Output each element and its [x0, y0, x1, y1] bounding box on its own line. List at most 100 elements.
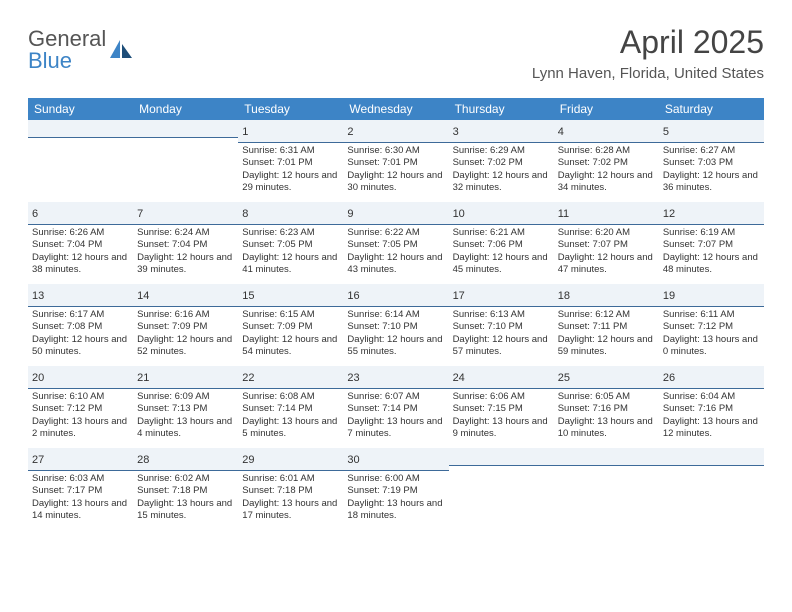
- day-details: Sunrise: 6:14 AMSunset: 7:10 PMDaylight:…: [343, 307, 448, 358]
- calendar-cell: 27Sunrise: 6:03 AMSunset: 7:17 PMDayligh…: [28, 448, 133, 530]
- location: Lynn Haven, Florida, United States: [532, 65, 764, 82]
- daylight-text: Daylight: 13 hours and 5 minutes.: [242, 416, 339, 441]
- day-details: Sunrise: 6:02 AMSunset: 7:18 PMDaylight:…: [133, 471, 238, 522]
- day-details: Sunrise: 6:00 AMSunset: 7:19 PMDaylight:…: [343, 471, 448, 522]
- sunset-text: Sunset: 7:10 PM: [453, 321, 550, 333]
- calendar-week: 13 Sunrise: 6:17 AMSunset: 7:08 PMDayligh…: [28, 284, 764, 366]
- calendar-cell: 29Sunrise: 6:01 AMSunset: 7:18 PMDayligh…: [238, 448, 343, 530]
- day-number: 16: [347, 290, 359, 302]
- day-number-row: 16: [343, 284, 448, 307]
- sunrise-text: Sunrise: 6:04 AM: [663, 391, 760, 403]
- calendar-cell: 13 Sunrise: 6:17 AMSunset: 7:08 PMDayligh…: [28, 284, 133, 366]
- day-details: Sunrise: 6:04 AMSunset: 7:16 PMDaylight:…: [659, 389, 764, 440]
- day-details: Sunrise: 6:23 AMSunset: 7:05 PMDaylight:…: [238, 225, 343, 276]
- calendar-cell: 15Sunrise: 6:15 AMSunset: 7:09 PMDayligh…: [238, 284, 343, 366]
- calendar-cell: 12 Sunrise: 6:19 AMSunset: 7:07 PMDayligh…: [659, 202, 764, 284]
- day-number: 17: [453, 290, 465, 302]
- day-details: Sunrise: 6:30 AMSunset: 7:01 PMDaylight:…: [343, 143, 448, 194]
- sunset-text: Sunset: 7:07 PM: [663, 239, 760, 251]
- day-number-row: 11: [554, 202, 659, 225]
- sunrise-text: Sunrise: 6:03 AM: [32, 473, 129, 485]
- day-number-row: 15: [238, 284, 343, 307]
- logo: General Blue: [28, 24, 134, 72]
- day-details: Sunrise: 6:10 AMSunset: 7:12 PMDaylight:…: [28, 389, 133, 440]
- daylight-text: Daylight: 13 hours and 18 minutes.: [347, 498, 444, 523]
- day-number: 26: [663, 372, 675, 384]
- day-number-row: 5: [659, 120, 764, 143]
- daylight-text: Daylight: 12 hours and 57 minutes.: [453, 334, 550, 359]
- calendar-cell: 22Sunrise: 6:08 AMSunset: 7:14 PMDayligh…: [238, 366, 343, 448]
- sunset-text: Sunset: 7:04 PM: [137, 239, 234, 251]
- daylight-text: Daylight: 12 hours and 47 minutes.: [558, 252, 655, 277]
- day-number: 23: [347, 372, 359, 384]
- daylight-text: Daylight: 12 hours and 43 minutes.: [347, 252, 444, 277]
- day-number-row: 20: [28, 366, 133, 389]
- calendar-cell: 26 Sunrise: 6:04 AMSunset: 7:16 PMDayligh…: [659, 366, 764, 448]
- calendar-cell: 3Sunrise: 6:29 AMSunset: 7:02 PMDaylight…: [449, 120, 554, 202]
- daylight-text: Daylight: 12 hours and 48 minutes.: [663, 252, 760, 277]
- calendar-cell: 28Sunrise: 6:02 AMSunset: 7:18 PMDayligh…: [133, 448, 238, 530]
- daylight-text: Daylight: 12 hours and 29 minutes.: [242, 170, 339, 195]
- sunset-text: Sunset: 7:09 PM: [242, 321, 339, 333]
- sunrise-text: Sunrise: 6:11 AM: [663, 309, 760, 321]
- sunrise-text: Sunrise: 6:21 AM: [453, 227, 550, 239]
- sunset-text: Sunset: 7:03 PM: [663, 157, 760, 169]
- day-number-row: 6: [28, 202, 133, 225]
- sunrise-text: Sunrise: 6:23 AM: [242, 227, 339, 239]
- day-number-row: 21: [133, 366, 238, 389]
- sunrise-text: Sunrise: 6:28 AM: [558, 145, 655, 157]
- day-number-row: 12: [659, 202, 764, 225]
- day-number-row: 19: [659, 284, 764, 307]
- sunrise-text: Sunrise: 6:17 AM: [32, 309, 129, 321]
- calendar-cell: 8Sunrise: 6:23 AMSunset: 7:05 PMDaylight…: [238, 202, 343, 284]
- logo-text: General Blue: [28, 28, 106, 72]
- daylight-text: Daylight: 12 hours and 39 minutes.: [137, 252, 234, 277]
- sunrise-text: Sunrise: 6:19 AM: [663, 227, 760, 239]
- day-number-row: 3: [449, 120, 554, 143]
- calendar-cell: 25 Sunrise: 6:05 AMSunset: 7:16 PMDayligh…: [554, 366, 659, 448]
- sail-icon: [108, 38, 134, 65]
- day-number: 5: [663, 126, 669, 138]
- day-details: Sunrise: 6:29 AMSunset: 7:02 PMDaylight:…: [449, 143, 554, 194]
- day-number: 4: [558, 126, 564, 138]
- day-number-row: 22: [238, 366, 343, 389]
- day-number-row: [659, 448, 764, 466]
- day-number: 13: [32, 290, 44, 302]
- month-title: April 2025: [532, 24, 764, 61]
- day-details: Sunrise: 6:11 AMSunset: 7:12 PMDaylight:…: [659, 307, 764, 358]
- day-number: 30: [347, 454, 359, 466]
- sunset-text: Sunset: 7:17 PM: [32, 485, 129, 497]
- sunrise-text: Sunrise: 6:01 AM: [242, 473, 339, 485]
- daylight-text: Daylight: 13 hours and 10 minutes.: [558, 416, 655, 441]
- sunrise-text: Sunrise: 6:31 AM: [242, 145, 339, 157]
- sunset-text: Sunset: 7:06 PM: [453, 239, 550, 251]
- sunset-text: Sunset: 7:01 PM: [242, 157, 339, 169]
- daylight-text: Daylight: 13 hours and 7 minutes.: [347, 416, 444, 441]
- day-details: Sunrise: 6:21 AMSunset: 7:06 PMDaylight:…: [449, 225, 554, 276]
- day-number-row: 4: [554, 120, 659, 143]
- day-header: Thursday: [449, 98, 554, 120]
- daylight-text: Daylight: 13 hours and 2 minutes.: [32, 416, 129, 441]
- day-details: Sunrise: 6:20 AMSunset: 7:07 PMDaylight:…: [554, 225, 659, 276]
- day-details: Sunrise: 6:17 AMSunset: 7:08 PMDaylight:…: [28, 307, 133, 358]
- day-number: 2: [347, 126, 353, 138]
- sunset-text: Sunset: 7:01 PM: [347, 157, 444, 169]
- day-number-row: [449, 448, 554, 466]
- sunset-text: Sunset: 7:04 PM: [32, 239, 129, 251]
- day-number: 21: [137, 372, 149, 384]
- day-number: 25: [558, 372, 570, 384]
- day-number-row: 2: [343, 120, 448, 143]
- calendar-cell: 6Sunrise: 6:26 AMSunset: 7:04 PMDaylight…: [28, 202, 133, 284]
- day-number: 11: [558, 208, 569, 220]
- sunrise-text: Sunrise: 6:15 AM: [242, 309, 339, 321]
- calendar-cell: 10Sunrise: 6:21 AMSunset: 7:06 PMDayligh…: [449, 202, 554, 284]
- daylight-text: Daylight: 12 hours and 59 minutes.: [558, 334, 655, 359]
- day-details: Sunrise: 6:05 AMSunset: 7:16 PMDaylight:…: [554, 389, 659, 440]
- day-number: 18: [558, 290, 570, 302]
- sunrise-text: Sunrise: 6:10 AM: [32, 391, 129, 403]
- sunset-text: Sunset: 7:05 PM: [242, 239, 339, 251]
- day-number-row: 27: [28, 448, 133, 471]
- calendar-week: 20Sunrise: 6:10 AMSunset: 7:12 PMDayligh…: [28, 366, 764, 448]
- day-header: Wednesday: [343, 98, 448, 120]
- calendar-cell: 11 Sunrise: 6:20 AMSunset: 7:07 PMDayligh…: [554, 202, 659, 284]
